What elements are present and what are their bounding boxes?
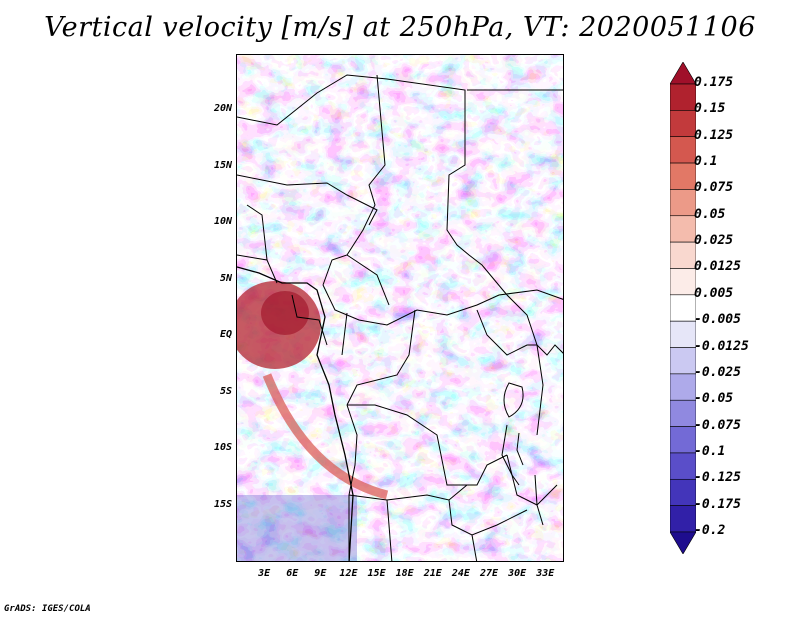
lon-tick-label: 6E <box>286 568 299 579</box>
colorbar-label: 0.175 <box>694 75 734 90</box>
colorbar-segment <box>670 347 696 375</box>
updraft-core <box>261 291 309 335</box>
colorbar-label: 0.15 <box>694 101 726 117</box>
colorbar-segment <box>670 241 696 269</box>
lat-tick-label: 15N <box>213 159 232 171</box>
southern-descent-band <box>237 495 357 561</box>
colorbar-label: -0.2 <box>694 523 726 538</box>
colorbar-label: 0.025 <box>694 233 734 249</box>
lake-victoria <box>503 382 524 418</box>
colorbar-segment <box>670 215 696 243</box>
vertical-velocity-field <box>237 55 563 561</box>
colorbar-label: -0.1 <box>694 443 726 459</box>
colorbar-segment <box>670 189 696 217</box>
colorbar-segment <box>670 268 696 296</box>
lat-tick-label: 5S <box>219 385 232 397</box>
colorbar-label: 0.075 <box>694 180 734 196</box>
colorbar-label: -0.025 <box>694 364 741 380</box>
lon-tick-label: 9E <box>314 568 327 579</box>
lon-tick-label: 30E <box>508 568 527 579</box>
colorbar-bottom-cap <box>670 531 696 554</box>
colorbar-label: -0.005 <box>694 312 741 328</box>
colorbar-label: -0.125 <box>694 470 741 486</box>
map-title: Vertical velocity [m/s] at 250hPa, VT: 2… <box>44 12 756 43</box>
colorbar-segment <box>670 478 696 506</box>
lon-tick-label: 18E <box>395 568 414 579</box>
updraft-arc <box>262 373 389 500</box>
lake-tanganyika <box>501 424 520 486</box>
lon-tick-label: 15E <box>367 568 386 579</box>
colorbar-segment <box>670 83 696 111</box>
colorbar-segment <box>670 505 696 533</box>
colorbar-label: -0.175 <box>694 496 741 512</box>
lat-tick-label: EQ <box>219 329 232 341</box>
country-borders <box>237 74 563 561</box>
colorbar-segment <box>670 452 696 480</box>
lon-tick-label: 33E <box>536 568 555 579</box>
colorbar-segment <box>670 294 696 322</box>
lat-tick-label: 15S <box>213 498 232 510</box>
colorbar-label: 0.1 <box>694 154 718 170</box>
lon-tick-label: 21E <box>423 568 442 579</box>
lon-tick-label: 27E <box>479 568 499 579</box>
lon-tick-label: 12E <box>339 568 358 579</box>
colorbar-label: -0.05 <box>694 391 734 407</box>
colorbar-segment <box>670 399 696 427</box>
coastline <box>237 266 354 561</box>
lat-tick-label: 5N <box>219 272 232 284</box>
map-plot-area <box>236 54 564 562</box>
lat-tick-label: 10N <box>213 216 232 228</box>
colorbar-segment <box>670 110 696 138</box>
colorbar-label: 0.05 <box>694 206 726 222</box>
lat-tick-label: 10S <box>213 442 232 454</box>
colorbar-segment <box>670 373 696 401</box>
grads-credit: GrADS: IGES/COLA <box>4 604 91 614</box>
colorbar-segment <box>670 136 696 164</box>
colorbar-segment <box>670 162 696 190</box>
colorbar-label: 0.125 <box>694 127 734 143</box>
colorbar-segment <box>670 320 696 348</box>
lon-tick-label: 3E <box>258 568 271 579</box>
colorbar-label: 0.0125 <box>694 259 741 275</box>
colorbar-label: -0.075 <box>694 417 741 433</box>
colorbar-top-cap <box>670 62 696 85</box>
colorbar <box>670 62 696 554</box>
lon-tick-label: 24E <box>451 568 470 579</box>
colorbar-label: 0.005 <box>694 285 734 301</box>
colorbar-label: -0.0125 <box>694 338 749 354</box>
lat-tick-label: 20N <box>213 103 232 115</box>
colorbar-segment <box>670 426 696 454</box>
lake-malawi <box>534 474 544 526</box>
